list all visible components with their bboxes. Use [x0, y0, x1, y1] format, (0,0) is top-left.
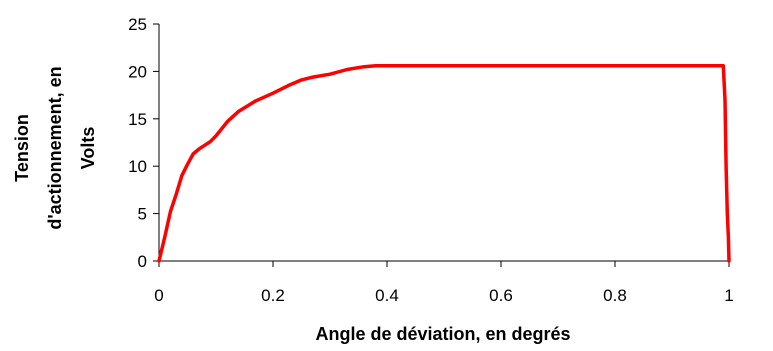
y-tick-label: 10 — [128, 157, 147, 176]
axes — [158, 24, 729, 262]
x-ticks: 0 0.2 0.4 0.6 0.8 1 — [154, 261, 734, 305]
y-axis-title-line-3: Volts — [78, 127, 98, 170]
x-tick-label: 1 — [724, 286, 733, 305]
y-tick-label: 20 — [128, 62, 147, 81]
x-tick-label: 0.4 — [375, 286, 399, 305]
y-tick-label: 25 — [128, 15, 147, 34]
y-axis-title-line-1: Tension — [12, 114, 32, 182]
y-axis-title: Tension d'actionnement, en Volts — [12, 66, 98, 229]
x-axis-title: Angle de déviation, en degrés — [315, 324, 570, 344]
x-tick-label: 0 — [154, 286, 163, 305]
y-tick-label: 0 — [138, 252, 147, 271]
x-tick-label: 0.2 — [261, 286, 285, 305]
y-axis-title-line-2: d'actionnement, en — [45, 66, 65, 229]
series-line-0 — [157, 63, 731, 263]
y-tick-label: 15 — [128, 110, 147, 129]
x-tick-label: 0.6 — [489, 286, 513, 305]
y-tick-label: 5 — [138, 205, 147, 224]
y-ticks: 0 5 10 15 20 25 — [128, 15, 159, 271]
x-tick-label: 0.8 — [603, 286, 627, 305]
series-layer — [157, 63, 731, 263]
